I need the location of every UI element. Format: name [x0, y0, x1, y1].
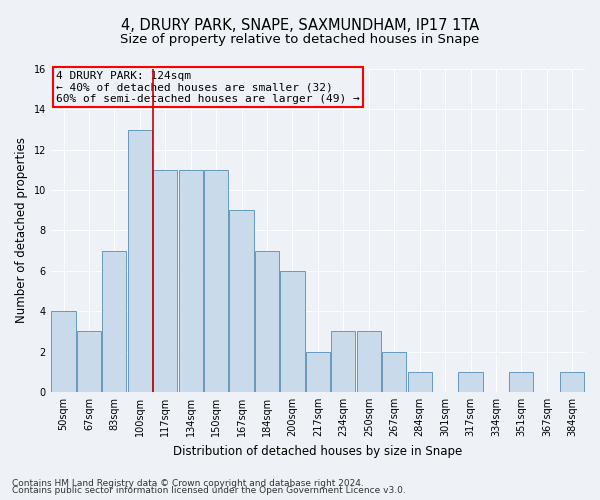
Bar [52, 311, 76, 392]
Bar [204, 170, 228, 392]
Bar [458, 372, 482, 392]
X-axis label: Distribution of detached houses by size in Snape: Distribution of detached houses by size … [173, 444, 463, 458]
Bar [306, 352, 330, 392]
Bar [509, 372, 533, 392]
Text: Contains HM Land Registry data © Crown copyright and database right 2024.: Contains HM Land Registry data © Crown c… [12, 478, 364, 488]
Y-axis label: Number of detached properties: Number of detached properties [15, 138, 28, 324]
Bar [356, 332, 381, 392]
Bar [560, 372, 584, 392]
Bar [153, 170, 178, 392]
Bar [179, 170, 203, 392]
Bar [331, 332, 355, 392]
Bar [128, 130, 152, 392]
Bar [103, 250, 127, 392]
Bar [77, 332, 101, 392]
Bar [229, 210, 254, 392]
Bar [382, 352, 406, 392]
Bar [255, 250, 279, 392]
Text: 4 DRURY PARK: 124sqm
← 40% of detached houses are smaller (32)
60% of semi-detac: 4 DRURY PARK: 124sqm ← 40% of detached h… [56, 70, 360, 104]
Text: 4, DRURY PARK, SNAPE, SAXMUNDHAM, IP17 1TA: 4, DRURY PARK, SNAPE, SAXMUNDHAM, IP17 1… [121, 18, 479, 32]
Bar [407, 372, 432, 392]
Bar [280, 271, 305, 392]
Text: Contains public sector information licensed under the Open Government Licence v3: Contains public sector information licen… [12, 486, 406, 495]
Text: Size of property relative to detached houses in Snape: Size of property relative to detached ho… [121, 32, 479, 46]
